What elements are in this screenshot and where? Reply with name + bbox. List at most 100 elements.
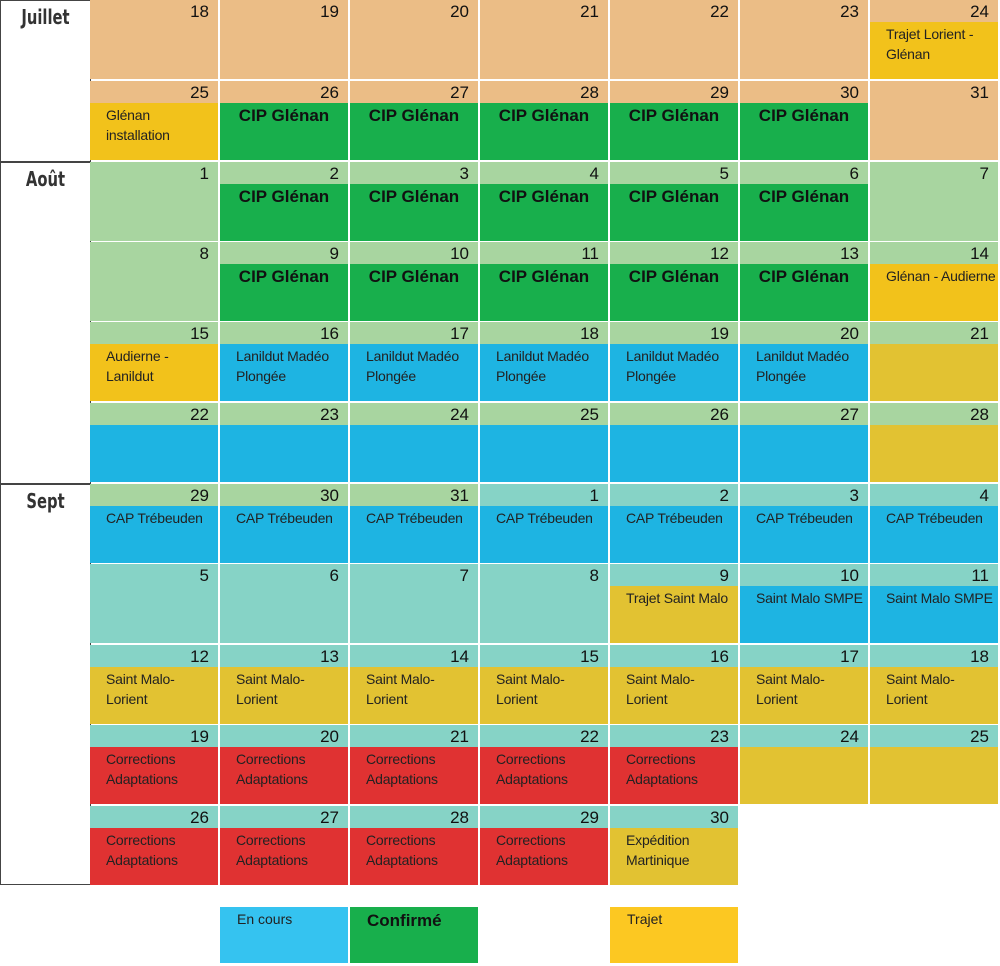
day-cell[interactable]: 27 Corrections Adaptations — [220, 806, 348, 885]
day-cell[interactable]: 26 — [610, 403, 738, 482]
day-cell[interactable]: 18 Lanildut Madéo Plongée — [480, 322, 608, 401]
event-label: Corrections Adaptations — [496, 751, 568, 787]
day-cell[interactable]: 25 Glénan installation — [90, 81, 218, 160]
day-cell[interactable]: 17 Lanildut Madéo Plongée — [350, 322, 478, 401]
day-cell[interactable]: 26 Corrections Adaptations — [90, 806, 218, 885]
day-cell[interactable]: 22 — [90, 403, 218, 482]
day-cell[interactable]: 9 CIP Glénan — [220, 242, 348, 321]
day-cell[interactable]: 29 CIP Glénan — [610, 81, 738, 160]
day-cell[interactable]: 16 Saint Malo- Lorient — [610, 645, 738, 724]
day-cell[interactable]: 16 Lanildut Madéo Plongée — [220, 322, 348, 401]
day-cell[interactable]: 1 — [90, 162, 218, 241]
day-number: 5 — [199, 566, 209, 585]
day-cell[interactable]: 28 CIP Glénan — [480, 81, 608, 160]
event-label: Saint Malo- Lorient — [106, 671, 175, 707]
day-cell[interactable]: 13 Saint Malo- Lorient — [220, 645, 348, 724]
day-cell[interactable]: 30 Expédition Martinique — [610, 806, 738, 885]
day-cell[interactable]: 19 Corrections Adaptations — [90, 725, 218, 804]
day-cell[interactable]: 21 — [870, 322, 998, 401]
day-header-band — [220, 564, 348, 586]
event-label: Saint Malo- Lorient — [756, 671, 825, 707]
day-cell[interactable]: 6 CIP Glénan — [740, 162, 868, 241]
day-cell[interactable]: 23 — [220, 403, 348, 482]
event-label: CIP Glénan — [238, 267, 330, 286]
day-cell[interactable]: 10 CIP Glénan — [350, 242, 478, 321]
day-cell[interactable]: 4 CIP Glénan — [480, 162, 608, 241]
day-cell[interactable]: 10 Saint Malo SMPE — [740, 564, 868, 643]
day-cell[interactable]: 23 — [740, 0, 868, 79]
day-cell[interactable]: 29 CAP Trébeuden — [90, 484, 218, 563]
day-cell[interactable]: 24 — [740, 725, 868, 804]
day-cell[interactable]: 14 Glénan - Audierne — [870, 242, 998, 321]
day-number: 3 — [459, 164, 469, 183]
day-cell[interactable]: 11 Saint Malo SMPE — [870, 564, 998, 643]
month-name: Août — [25, 167, 66, 191]
day-cell[interactable]: 21 Corrections Adaptations — [350, 725, 478, 804]
day-cell[interactable]: 13 CIP Glénan — [740, 242, 868, 321]
day-cell[interactable]: 25 — [870, 725, 998, 804]
day-cell[interactable]: 23 Corrections Adaptations — [610, 725, 738, 804]
day-number: 27 — [450, 83, 469, 102]
day-cell[interactable]: 26 CIP Glénan — [220, 81, 348, 160]
day-cell[interactable]: 15 Saint Malo- Lorient — [480, 645, 608, 724]
day-header-band — [350, 0, 478, 22]
day-cell[interactable]: 2 CIP Glénan — [220, 162, 348, 241]
day-header-band — [480, 564, 608, 586]
day-header-band — [350, 725, 478, 747]
day-cell[interactable]: 18 Saint Malo- Lorient — [870, 645, 998, 724]
day-cell[interactable]: 15 Audierne - Lanildut — [90, 322, 218, 401]
day-cell[interactable]: 7 — [350, 564, 478, 643]
event-label: CIP Glénan — [628, 187, 720, 206]
day-cell[interactable]: 27 — [740, 403, 868, 482]
day-cell[interactable]: 7 — [870, 162, 998, 241]
day-cell[interactable]: 20 Corrections Adaptations — [220, 725, 348, 804]
day-cell[interactable]: 19 — [220, 0, 348, 79]
day-number: 9 — [329, 244, 339, 263]
day-cell[interactable]: 14 Saint Malo- Lorient — [350, 645, 478, 724]
day-cell[interactable]: 24 — [350, 403, 478, 482]
day-cell[interactable]: 25 — [480, 403, 608, 482]
day-cell[interactable]: 28 — [870, 403, 998, 482]
day-cell[interactable]: 28 Corrections Adaptations — [350, 806, 478, 885]
day-cell[interactable]: 2 CAP Trébeuden — [610, 484, 738, 563]
day-cell[interactable]: 29 Corrections Adaptations — [480, 806, 608, 885]
day-header-band — [350, 81, 478, 103]
day-header-band — [220, 162, 348, 184]
day-cell[interactable]: 30 CIP Glénan — [740, 81, 868, 160]
day-header-band — [90, 322, 218, 344]
day-cell[interactable]: 5 CIP Glénan — [610, 162, 738, 241]
day-cell[interactable]: 9 Trajet Saint Malo — [610, 564, 738, 643]
day-cell[interactable]: 22 — [610, 0, 738, 79]
day-cell[interactable]: 31 CAP Trébeuden — [350, 484, 478, 563]
day-cell[interactable]: 12 Saint Malo- Lorient — [90, 645, 218, 724]
day-cell[interactable]: 22 Corrections Adaptations — [480, 725, 608, 804]
day-cell[interactable]: 30 CAP Trébeuden — [220, 484, 348, 563]
event-label: Corrections Adaptations — [496, 832, 568, 868]
day-cell[interactable]: 17 Saint Malo- Lorient — [740, 645, 868, 724]
day-cell[interactable]: 27 CIP Glénan — [350, 81, 478, 160]
day-cell[interactable]: 31 — [870, 81, 998, 160]
day-header-band — [220, 81, 348, 103]
day-number: 16 — [710, 647, 729, 666]
day-cell[interactable]: 12 CIP Glénan — [610, 242, 738, 321]
day-header-band — [740, 322, 868, 344]
day-cell[interactable]: 6 — [220, 564, 348, 643]
day-cell[interactable]: 19 Lanildut Madéo Plongée — [610, 322, 738, 401]
day-cell[interactable]: 4 CAP Trébeuden — [870, 484, 998, 563]
day-cell[interactable]: 8 — [480, 564, 608, 643]
day-cell[interactable]: 3 CIP Glénan — [350, 162, 478, 241]
event-label: CIP Glénan — [758, 267, 850, 286]
day-cell[interactable]: 8 — [90, 242, 218, 321]
day-cell[interactable]: 11 CIP Glénan — [480, 242, 608, 321]
day-cell[interactable]: 18 — [90, 0, 218, 79]
day-cell[interactable]: 1 CAP Trébeuden — [480, 484, 608, 563]
day-cell[interactable]: 3 CAP Trébeuden — [740, 484, 868, 563]
day-cell[interactable]: 5 — [90, 564, 218, 643]
day-cell[interactable]: 20 — [350, 0, 478, 79]
day-header-band — [480, 242, 608, 264]
day-header-band — [870, 484, 998, 506]
day-cell[interactable]: 24 Trajet Lorient - Glénan — [870, 0, 998, 79]
day-cell[interactable]: 21 — [480, 0, 608, 79]
day-header-band — [610, 242, 738, 264]
day-cell[interactable]: 20 Lanildut Madéo Plongée — [740, 322, 868, 401]
